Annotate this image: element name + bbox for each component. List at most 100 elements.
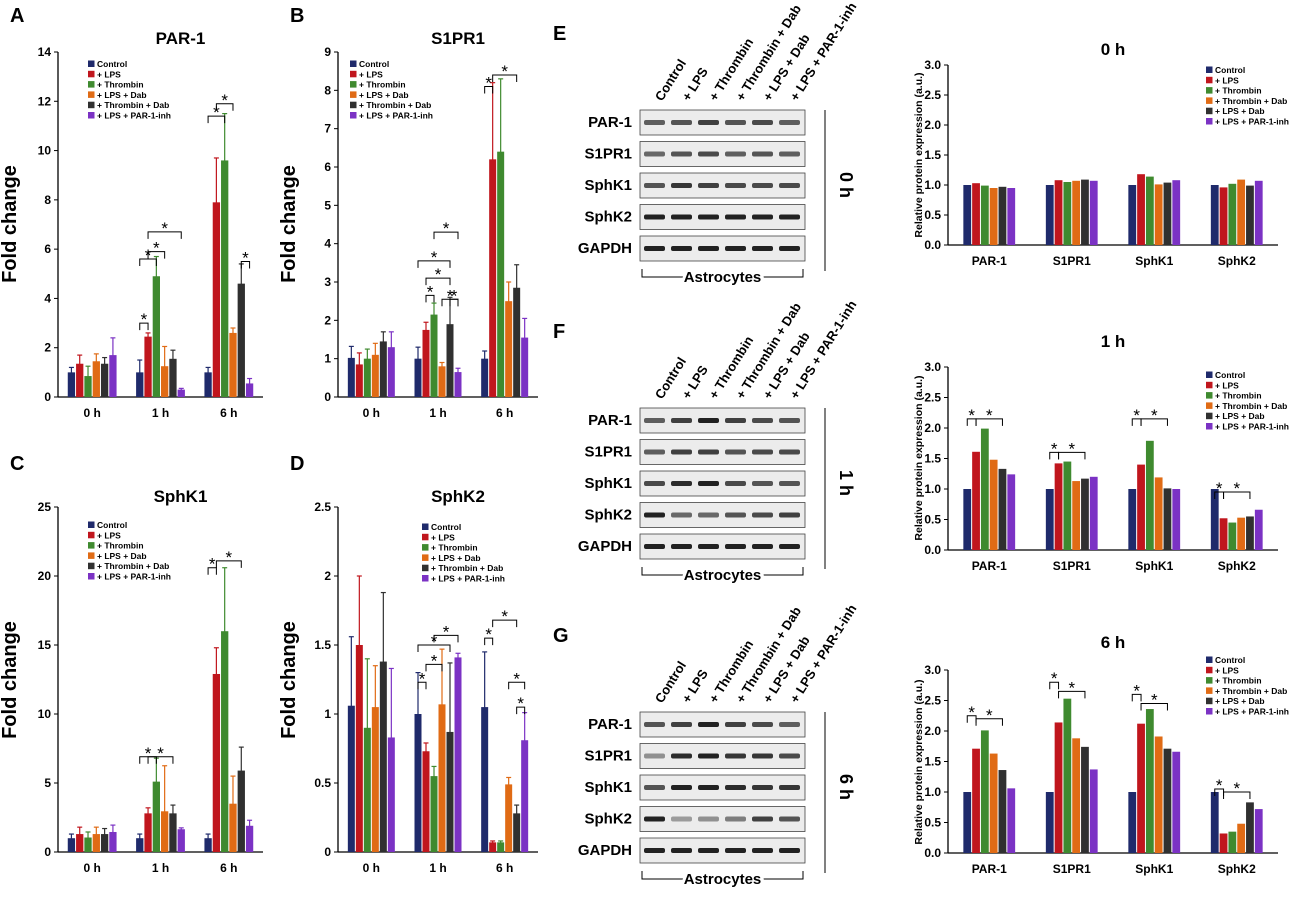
bar	[1072, 481, 1081, 550]
blot-band	[671, 848, 692, 853]
x-tick-label: 1 h	[429, 861, 446, 875]
significance-bracket	[449, 298, 459, 307]
y-tick-label: 0.0	[924, 543, 941, 557]
bar	[1154, 477, 1163, 550]
bar	[1054, 463, 1063, 550]
blot-band	[725, 418, 746, 423]
blot-band	[725, 246, 746, 251]
legend-label: + LPS + PAR-1-inh	[1215, 117, 1289, 127]
significance-marker: *	[485, 625, 492, 644]
significance-marker: *	[517, 694, 524, 713]
blot-row-label: S1PR1	[584, 444, 632, 461]
legend-label: Control	[97, 59, 127, 69]
blot-strip	[639, 470, 806, 497]
blot-band	[671, 785, 692, 790]
bar	[1163, 748, 1172, 853]
significance-bracket	[240, 260, 251, 269]
legend-swatch	[422, 554, 429, 561]
timepoint-label: 0 h	[836, 172, 856, 198]
chart-title: SphK1	[154, 487, 208, 506]
legend-swatch	[1206, 107, 1213, 115]
blot-strip	[639, 806, 806, 832]
legend-label: + Thrombin + Dab	[1215, 96, 1287, 106]
legend-label: + LPS + PAR-1-inh	[1215, 422, 1289, 432]
bar	[204, 372, 212, 397]
legend-swatch	[1206, 76, 1213, 84]
bar	[84, 837, 92, 852]
panel-label: A	[10, 5, 24, 27]
y-tick-label: 2.0	[924, 724, 941, 738]
bar	[1045, 489, 1054, 550]
bar	[505, 301, 513, 397]
bar	[144, 336, 152, 397]
cell-type-label: Astrocytes	[684, 871, 762, 888]
bar	[963, 489, 972, 550]
significance-marker: *	[968, 406, 975, 425]
x-tick-label: 0 h	[83, 861, 100, 875]
y-tick-label: 0	[44, 390, 51, 404]
blot-band	[779, 183, 800, 188]
blot-band	[698, 418, 719, 423]
blot-band	[644, 183, 665, 188]
significance-marker: *	[443, 219, 450, 238]
legend-label: + Thrombin + Dab	[97, 100, 169, 110]
blot-band	[752, 481, 773, 486]
y-tick-label: 3.0	[924, 663, 941, 677]
bar	[67, 838, 76, 852]
blot-strip	[639, 235, 806, 262]
blot-band	[779, 848, 800, 853]
significance-marker: *	[221, 91, 228, 110]
significance-bracket	[215, 560, 242, 568]
significance-bracket	[1049, 681, 1060, 690]
bar	[1045, 792, 1054, 853]
bar	[1237, 517, 1246, 550]
blot-band	[644, 449, 665, 455]
legend-swatch	[1206, 118, 1213, 125]
y-tick-label: 20	[38, 569, 52, 583]
bar	[152, 781, 160, 852]
bar	[221, 160, 229, 397]
significance-bracket	[433, 231, 459, 240]
blot-band	[725, 512, 746, 518]
blot-band	[698, 481, 719, 486]
legend-swatch	[1206, 87, 1213, 94]
blot-band	[752, 753, 773, 759]
blot-band	[698, 120, 719, 125]
legend-label: + Thrombin + Dab	[431, 563, 503, 573]
blot-band	[779, 785, 800, 790]
y-axis-label: Fold change	[0, 165, 21, 283]
significance-marker: *	[1068, 678, 1075, 697]
bar	[521, 740, 529, 852]
bar	[379, 661, 387, 852]
significance-marker: *	[1133, 406, 1140, 425]
legend-label: + LPS	[431, 532, 455, 542]
y-tick-label: 2	[44, 341, 51, 355]
blot-strip	[639, 502, 806, 528]
bar	[989, 753, 998, 853]
panel-label: D	[290, 453, 304, 475]
bar	[1237, 823, 1246, 853]
y-tick-label: 0	[324, 845, 331, 859]
blot-band	[671, 183, 692, 188]
x-tick-label: SphK1	[1135, 559, 1173, 573]
blot-band	[725, 785, 746, 790]
significance-marker: *	[435, 265, 442, 284]
y-tick-label: 2.5	[924, 88, 941, 102]
blot-band	[644, 512, 665, 518]
legend-swatch	[88, 60, 95, 67]
blot-band	[671, 722, 692, 727]
legend-swatch	[88, 521, 95, 528]
bar	[1228, 831, 1237, 853]
legend-swatch	[422, 533, 429, 541]
blot-band	[725, 753, 746, 759]
blot-band	[644, 418, 665, 423]
bar	[980, 185, 989, 245]
significance-bracket	[975, 718, 1003, 726]
significance-marker: *	[1216, 776, 1223, 795]
legend-label: + LPS + PAR-1-inh	[431, 574, 505, 584]
bar	[414, 358, 422, 397]
legend-label: + Thrombin	[97, 541, 144, 551]
bar	[489, 159, 497, 397]
bar	[177, 829, 185, 852]
significance-marker: *	[968, 703, 975, 722]
